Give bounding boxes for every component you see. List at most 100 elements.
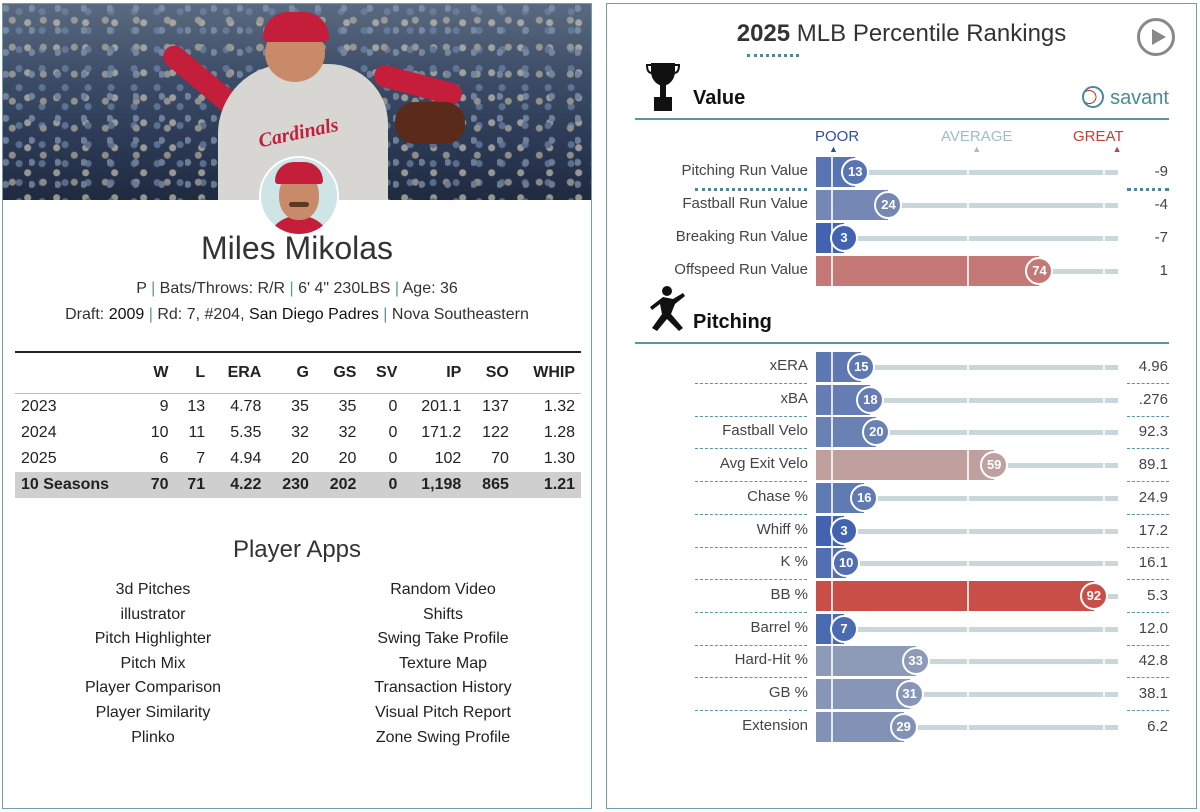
stats-cell: 4.78 [230, 398, 262, 415]
percentile-bubble: 29 [889, 713, 918, 741]
stats-cell: 0 [362, 472, 404, 498]
metric-value: 1 [1159, 262, 1168, 279]
row-separator [1127, 645, 1169, 646]
stats-header-WHIP: WHIP [514, 351, 581, 394]
track-tick [831, 581, 834, 611]
percentile-row[interactable]: Fastball Run Value 24 -4 [607, 190, 1196, 220]
player-app-link[interactable]: Shifts [422, 605, 463, 623]
player-app-link[interactable]: Pitch Mix [120, 654, 186, 672]
track-tick [1102, 223, 1105, 253]
row-separator [1127, 188, 1169, 191]
metric-value: 12.0 [1138, 620, 1168, 637]
player-name: Miles Mikolas [200, 230, 394, 266]
player-app-link[interactable]: Swing Take Profile [377, 630, 509, 648]
player-app-link[interactable]: Player Similarity [95, 703, 211, 721]
player-card: Cardinals Miles Mikolas P | Bats/Throws:… [2, 3, 592, 809]
stats-career-row: 10 Seasons 70 71 4.22 230 202 0 1,198 865 1.21 [15, 472, 581, 498]
track-tick [1102, 417, 1105, 447]
track-tick [967, 256, 969, 286]
player-app-link[interactable]: Zone Swing Profile [375, 728, 511, 746]
percentile-row[interactable]: Breaking Run Value 3 -7 [607, 223, 1196, 253]
row-separator [695, 416, 807, 417]
stats-cell: 20 [291, 450, 309, 467]
percentile-row[interactable]: Hard-Hit % 33 42.8 [607, 646, 1196, 676]
percentile-row[interactable]: BB % 92 5.3 [607, 581, 1196, 611]
percentile-bubble: 16 [850, 484, 879, 512]
percentile-row[interactable]: Offspeed Run Value 74 1 [607, 256, 1196, 286]
stats-cell: 1.32 [543, 398, 575, 415]
row-separator [695, 514, 807, 515]
percentile-row[interactable]: xBA 18 .276 [607, 385, 1196, 415]
player-app-link[interactable]: illustrator [120, 605, 186, 623]
track-tick [967, 712, 969, 742]
stats-cell: 201.1 [421, 398, 462, 415]
metric-value: 4.96 [1138, 358, 1168, 375]
metric-value: .276 [1138, 391, 1168, 408]
track-tick [1102, 352, 1105, 382]
track-tick [1102, 483, 1105, 513]
track-tick [1102, 190, 1105, 220]
player-app-link[interactable]: Visual Pitch Report [375, 703, 511, 721]
player-app-link[interactable]: Texture Map [398, 654, 488, 672]
track-tick [1102, 385, 1105, 415]
metric-value: -4 [1154, 196, 1168, 213]
row-separator [695, 383, 807, 384]
stats-cell: 20 [338, 450, 357, 467]
percentile-row[interactable]: Extension 29 6.2 [607, 712, 1196, 742]
track-tick [1102, 712, 1105, 742]
metric-label: Chase % [747, 488, 808, 505]
metric-value: 16.1 [1138, 554, 1168, 571]
stats-cell: 0 [388, 424, 398, 441]
track-tick [831, 646, 834, 676]
percentile-row[interactable]: Whiff % 3 17.2 [607, 516, 1196, 546]
percentile-row[interactable]: GB % 31 38.1 [607, 679, 1196, 709]
percentile-row[interactable]: Barrel % 7 12.0 [607, 614, 1196, 644]
metric-label: Breaking Run Value [675, 228, 808, 245]
stats-header-season [15, 351, 138, 394]
percentile-bar [816, 256, 1040, 286]
section-title: Value [693, 87, 746, 109]
stats-season-row: 2023 9 13 4.78 35 35 0 201.1 137 1.32 [15, 394, 581, 421]
percentile-row[interactable]: Avg Exit Velo 59 89.1 [607, 450, 1196, 480]
track-tick [1102, 679, 1105, 709]
stats-cell: 102 [434, 450, 462, 467]
player-app-link[interactable]: Player Comparison [84, 679, 222, 697]
play-button[interactable] [1137, 18, 1175, 56]
metric-label: Barrel % [750, 619, 808, 636]
stats-cell: 70 [491, 450, 509, 467]
title-underline [747, 54, 799, 57]
row-separator [695, 481, 807, 482]
stats-cell: 0 [388, 398, 398, 415]
percentile-row[interactable]: K % 10 16.1 [607, 548, 1196, 578]
stats-cell: 1.28 [543, 424, 575, 441]
stats-cell: 137 [482, 398, 509, 415]
stats-cell: 230 [267, 472, 315, 498]
track-tick [831, 385, 834, 415]
stats-cell: 202 [314, 472, 363, 498]
row-separator [1127, 416, 1169, 417]
percentile-bubble: 7 [830, 615, 858, 643]
track-tick [967, 516, 969, 546]
track-tick [967, 646, 969, 676]
player-app-link[interactable]: Transaction History [374, 679, 512, 697]
savant-logo[interactable]: savant [1082, 86, 1169, 110]
scale-poor-label: POOR ▲ [815, 128, 860, 154]
row-separator [1127, 579, 1169, 580]
player-bio: P | Bats/Throws: R/R | 6' 4" 230LBS | Ag… [136, 280, 458, 297]
stats-cell: 7 [196, 450, 206, 467]
percentile-row[interactable]: xERA 15 4.96 [607, 352, 1196, 382]
stats-header-L: L [174, 351, 212, 394]
track-tick [967, 417, 969, 447]
percentile-row[interactable]: Pitching Run Value 13 -9 [607, 157, 1196, 187]
percentile-row[interactable]: Fastball Velo 20 92.3 [607, 417, 1196, 447]
stats-cell: 0 [388, 450, 398, 467]
row-separator [1127, 547, 1169, 548]
player-app-link[interactable]: Plinko [131, 728, 175, 746]
player-apps-title: Player Apps [232, 536, 362, 563]
player-app-link[interactable]: Random Video [390, 581, 496, 598]
percentile-row[interactable]: Chase % 16 24.9 [607, 483, 1196, 513]
stats-cell: 2023 [21, 398, 57, 415]
player-app-link[interactable]: Pitch Highlighter [94, 630, 212, 648]
player-app-link[interactable]: 3d Pitches [115, 581, 191, 598]
percentile-bubble: 59 [980, 451, 1009, 479]
